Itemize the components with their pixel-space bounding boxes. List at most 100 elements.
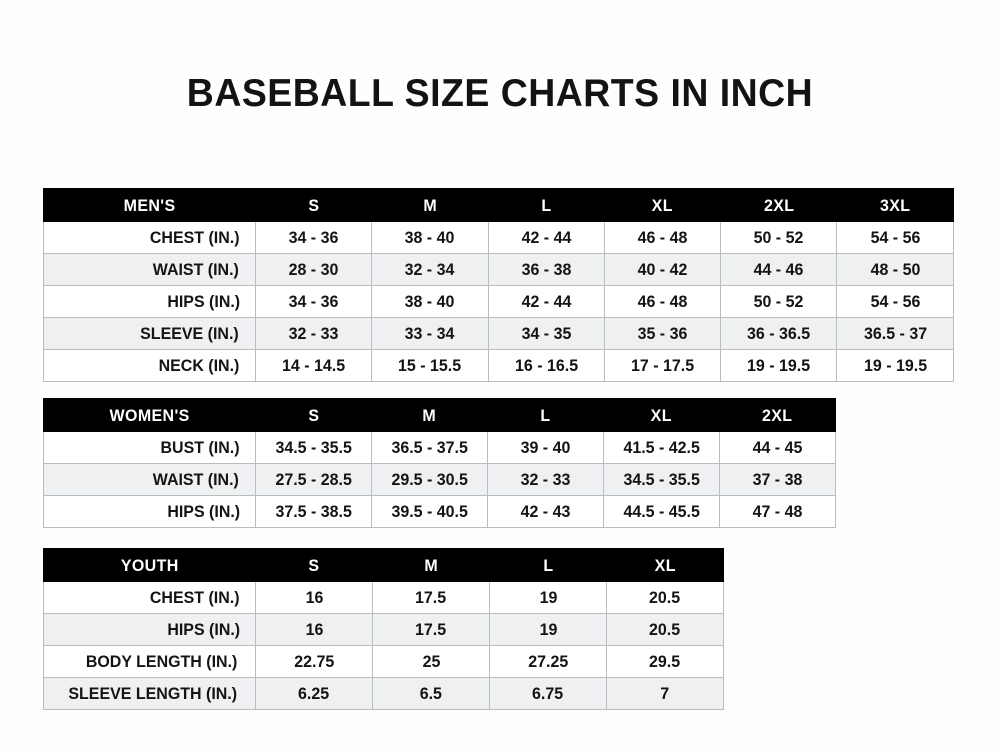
womens-table-head: WOMEN'S S M L XL 2XL xyxy=(43,398,836,432)
table-row: SLEEVE LENGTH (IN.) 6.25 6.5 6.75 7 xyxy=(43,677,724,710)
mens-cell: 50 - 52 xyxy=(720,221,838,254)
mens-table-head: MEN'S S M L XL 2XL 3XL xyxy=(43,188,954,222)
mens-cell: 38 - 40 xyxy=(371,285,489,318)
mens-cell: 44 - 46 xyxy=(720,253,838,286)
table-row: HIPS (IN.) 16 17.5 19 20.5 xyxy=(43,613,724,646)
youth-header-category: YOUTH xyxy=(43,548,256,582)
womens-cell: 41.5 - 42.5 xyxy=(603,431,720,464)
womens-cell: 47 - 48 xyxy=(719,495,836,528)
mens-cell: 34 - 35 xyxy=(487,317,605,350)
mens-header-size-s: S xyxy=(254,188,373,222)
mens-header-size-m: M xyxy=(371,188,489,222)
table-row: HIPS (IN.) 34 - 36 38 - 40 42 - 44 46 - 48 50… xyxy=(43,285,954,318)
youth-cell: 6.5 xyxy=(372,677,490,710)
mens-cell: 28 - 30 xyxy=(254,253,373,286)
youth-table-body: CHEST (IN.) 16 17.5 19 20.5 HIPS (IN.) 16 17.5 1… xyxy=(43,581,724,710)
youth-cell: 27.25 xyxy=(489,645,607,678)
table-row: WAIST (IN.) 27.5 - 28.5 29.5 - 30.5 32 - 33… xyxy=(43,463,836,496)
mens-size-table: MEN'S S M L XL 2XL 3XL CHEST (IN.) 34 - 36 38 - … xyxy=(43,188,954,382)
mens-cell: 16 - 16.5 xyxy=(487,349,605,382)
mens-cell: 19 - 19.5 xyxy=(836,349,954,382)
mens-cell: 17 - 17.5 xyxy=(603,349,722,382)
mens-header-category: MEN'S xyxy=(43,188,256,222)
womens-row-label: BUST (IN.) xyxy=(43,431,256,464)
womens-size-table: WOMEN'S S M L XL 2XL BUST (IN.) 34.5 - 35.5 36.… xyxy=(43,398,836,528)
youth-cell: 7 xyxy=(606,677,724,710)
page-title: BASEBALL SIZE CHARTS IN INCH xyxy=(186,72,814,115)
mens-cell: 46 - 48 xyxy=(603,221,722,254)
mens-row-label: SLEEVE (IN.) xyxy=(43,317,256,350)
youth-header-size-xl: XL xyxy=(606,548,724,582)
mens-cell: 48 - 50 xyxy=(836,253,954,286)
womens-header-size-xl: XL xyxy=(603,398,720,432)
womens-cell: 32 - 33 xyxy=(487,463,604,496)
mens-header-row: MEN'S S M L XL 2XL 3XL xyxy=(43,188,954,222)
womens-cell: 39 - 40 xyxy=(487,431,604,464)
mens-cell: 34 - 36 xyxy=(254,285,373,318)
youth-header-size-m: M xyxy=(372,548,490,582)
mens-cell: 38 - 40 xyxy=(371,221,489,254)
youth-row-label: CHEST (IN.) xyxy=(43,581,256,614)
mens-table-body: CHEST (IN.) 34 - 36 38 - 40 42 - 44 46 - 48 5… xyxy=(43,221,954,382)
mens-row-label: CHEST (IN.) xyxy=(43,221,256,254)
youth-size-table: YOUTH S M L XL CHEST (IN.) 16 17.5 19 20.5 HIPS (… xyxy=(43,548,724,710)
womens-header-category: WOMEN'S xyxy=(43,398,256,432)
table-row: BODY LENGTH (IN.) 22.75 25 27.25 29.5 xyxy=(43,645,724,678)
youth-row-label: SLEEVE LENGTH (IN.) xyxy=(43,677,256,710)
youth-cell: 29.5 xyxy=(606,645,724,678)
mens-cell: 14 - 14.5 xyxy=(254,349,373,382)
womens-cell: 34.5 - 35.5 xyxy=(255,431,372,464)
womens-row-label: HIPS (IN.) xyxy=(43,495,256,528)
mens-cell: 19 - 19.5 xyxy=(720,349,838,382)
youth-cell: 22.75 xyxy=(255,645,373,678)
womens-header-size-2xl: 2XL xyxy=(719,398,836,432)
youth-row-label: BODY LENGTH (IN.) xyxy=(43,645,256,678)
table-row: CHEST (IN.) 16 17.5 19 20.5 xyxy=(43,581,724,614)
mens-row-label: HIPS (IN.) xyxy=(43,285,256,318)
mens-header-size-3xl: 3XL xyxy=(836,188,954,222)
youth-cell: 16 xyxy=(255,613,373,646)
youth-table-head: YOUTH S M L XL xyxy=(43,548,724,582)
womens-header-size-l: L xyxy=(487,398,604,432)
youth-cell: 17.5 xyxy=(372,581,490,614)
womens-header-size-m: M xyxy=(371,398,488,432)
womens-cell: 44 - 45 xyxy=(719,431,836,464)
mens-cell: 42 - 44 xyxy=(487,221,605,254)
table-row: HIPS (IN.) 37.5 - 38.5 39.5 - 40.5 42 - 43 4… xyxy=(43,495,836,528)
youth-cell: 19 xyxy=(489,613,607,646)
mens-cell: 36 - 36.5 xyxy=(720,317,838,350)
youth-header-size-s: S xyxy=(255,548,373,582)
mens-row-label: NECK (IN.) xyxy=(43,349,256,382)
youth-header-row: YOUTH S M L XL xyxy=(43,548,724,582)
mens-cell: 15 - 15.5 xyxy=(371,349,489,382)
mens-cell: 34 - 36 xyxy=(254,221,373,254)
womens-table-body: BUST (IN.) 34.5 - 35.5 36.5 - 37.5 39 - 40 4… xyxy=(43,431,836,528)
mens-cell: 50 - 52 xyxy=(720,285,838,318)
youth-cell: 6.75 xyxy=(489,677,607,710)
mens-cell: 32 - 33 xyxy=(254,317,373,350)
youth-cell: 17.5 xyxy=(372,613,490,646)
table-row: SLEEVE (IN.) 32 - 33 33 - 34 34 - 35 35 - 36… xyxy=(43,317,954,350)
mens-cell: 36.5 - 37 xyxy=(836,317,954,350)
womens-cell: 37.5 - 38.5 xyxy=(255,495,372,528)
womens-cell: 29.5 - 30.5 xyxy=(371,463,488,496)
mens-cell: 42 - 44 xyxy=(487,285,605,318)
youth-cell: 16 xyxy=(255,581,373,614)
mens-cell: 40 - 42 xyxy=(603,253,722,286)
youth-header-size-l: L xyxy=(489,548,607,582)
mens-cell: 46 - 48 xyxy=(603,285,722,318)
youth-cell: 19 xyxy=(489,581,607,614)
table-row: WAIST (IN.) 28 - 30 32 - 34 36 - 38 40 - 42 4… xyxy=(43,253,954,286)
womens-cell: 42 - 43 xyxy=(487,495,604,528)
mens-cell: 32 - 34 xyxy=(371,253,489,286)
womens-cell: 44.5 - 45.5 xyxy=(603,495,720,528)
youth-row-label: HIPS (IN.) xyxy=(43,613,256,646)
mens-cell: 35 - 36 xyxy=(603,317,722,350)
mens-cell: 33 - 34 xyxy=(371,317,489,350)
womens-header-size-s: S xyxy=(255,398,372,432)
youth-cell: 20.5 xyxy=(606,581,724,614)
youth-cell: 6.25 xyxy=(255,677,373,710)
womens-cell: 27.5 - 28.5 xyxy=(255,463,372,496)
mens-row-label: WAIST (IN.) xyxy=(43,253,256,286)
